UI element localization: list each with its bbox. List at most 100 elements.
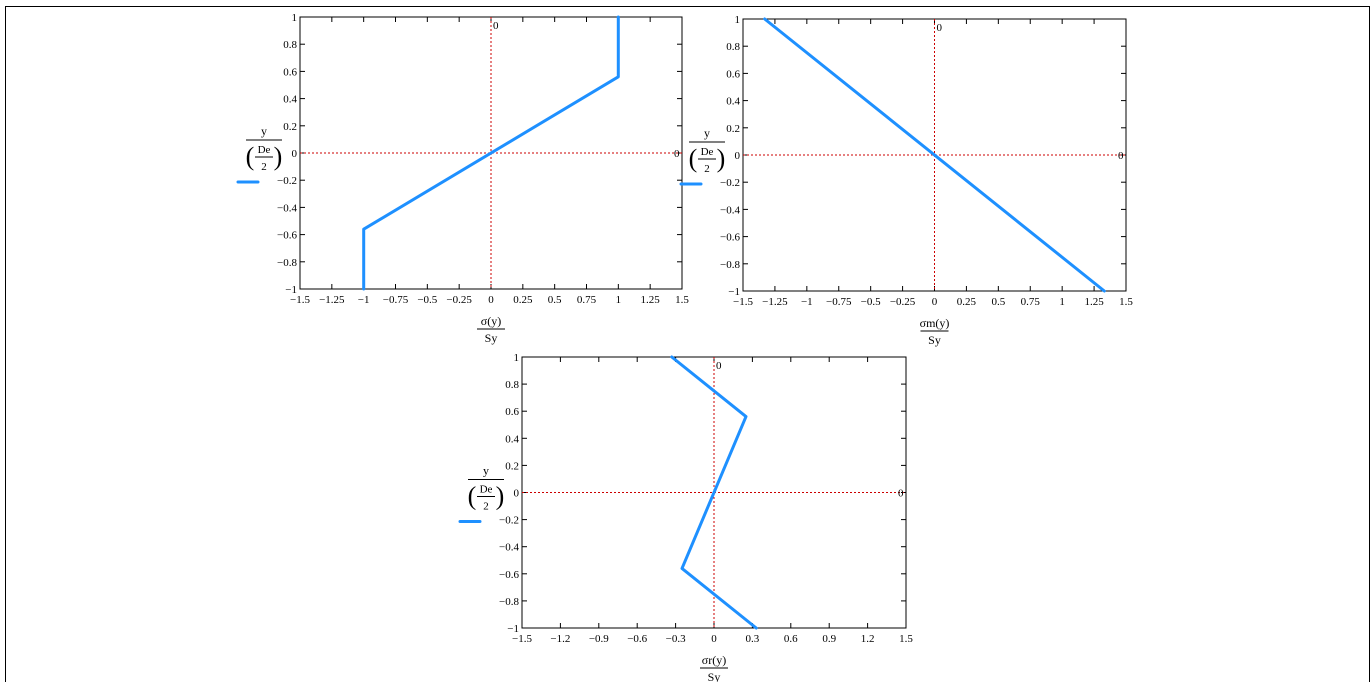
- y-tick-label: 0.8: [505, 379, 519, 391]
- x-tick-label: 0: [488, 294, 494, 306]
- y-axis-inner-denominator: 2: [483, 501, 489, 513]
- x-axis-label-numerator: σ(y): [481, 314, 501, 328]
- x-tick-label: −0.25: [446, 294, 472, 306]
- y-tick-label: 0: [735, 150, 741, 162]
- x-tick-label: 0.9: [822, 633, 836, 645]
- y-tick-label: 0.4: [283, 94, 297, 106]
- y-tick-label: −1: [728, 286, 740, 298]
- x-axis-label-denominator: Sy: [928, 333, 941, 347]
- zero-marker-right: 0: [674, 148, 680, 160]
- y-tick-label: −0.6: [277, 230, 297, 242]
- x-tick-label: −0.6: [627, 633, 647, 645]
- x-tick-label: −1.25: [762, 296, 788, 308]
- y-axis-inner-denominator: 2: [704, 163, 710, 175]
- y-tick-label: −0.4: [720, 204, 740, 216]
- y-tick-label: −0.8: [277, 257, 297, 269]
- y-tick-label: −1: [285, 284, 297, 296]
- x-tick-label: 0: [932, 296, 938, 308]
- x-tick-label: −1.5: [512, 633, 532, 645]
- y-tick-label: 1: [292, 12, 298, 24]
- y-tick-label: 0.8: [726, 41, 740, 53]
- zero-marker-right: 0: [1118, 150, 1124, 162]
- y-tick-label: 0.2: [726, 123, 740, 135]
- x-tick-label: −0.3: [666, 633, 686, 645]
- y-tick-label: 0.4: [505, 433, 519, 445]
- chart-svg: −1.5 −1.25 −1 −0.75 −0.5 −0.25 0 0.25 0.5 0.75 1 1.…: [679, 14, 1133, 347]
- x-tick-label: 0.25: [513, 294, 533, 306]
- x-tick-label: −1: [358, 294, 370, 306]
- zero-marker-top: 0: [493, 20, 499, 32]
- x-tick-label: 0.5: [991, 296, 1005, 308]
- x-tick-label: −1.5: [290, 294, 310, 306]
- y-tick-label: 0.4: [726, 96, 740, 108]
- x-tick-label: −1: [801, 296, 813, 308]
- worksheet-frame: [5, 6, 1370, 682]
- x-tick-label: 1: [616, 294, 622, 306]
- y-axis-paren-left: (: [689, 144, 698, 173]
- y-axis-inner-numerator: De: [480, 484, 493, 496]
- y-tick-label: 0.6: [283, 66, 297, 78]
- y-axis-paren-left: (: [246, 142, 255, 171]
- x-tick-label: 1.5: [1119, 296, 1133, 308]
- x-tick-label: −1.25: [319, 294, 345, 306]
- x-tick-label: −1.2: [550, 633, 570, 645]
- x-tick-label: 1.5: [675, 294, 689, 306]
- y-tick-label: −0.6: [499, 569, 519, 581]
- x-axis-label-numerator: σr(y): [702, 653, 726, 667]
- y-axis-paren-right: ): [717, 144, 726, 173]
- y-tick-label: −0.4: [499, 542, 519, 554]
- plot-sigma: −1.5 −1.25 −1 −0.75 −0.5 −0.25 0 0.25 0.5 0.75 1 1.…: [236, 12, 689, 347]
- x-axis-label-denominator: Sy: [708, 670, 721, 682]
- y-axis-label-numerator: y: [261, 124, 267, 138]
- y-axis-label-numerator: y: [483, 464, 489, 478]
- y-axis-inner-denominator: 2: [261, 161, 267, 173]
- x-tick-label: 0.5: [548, 294, 562, 306]
- x-tick-label: 0.75: [1021, 296, 1041, 308]
- y-axis-inner-numerator: De: [258, 144, 271, 156]
- x-axis-label-numerator: σm(y): [920, 316, 950, 330]
- x-tick-label: 1.25: [1084, 296, 1104, 308]
- y-axis-paren-right: ): [274, 142, 283, 171]
- x-tick-label: −0.25: [890, 296, 916, 308]
- y-tick-label: −1: [507, 623, 519, 635]
- x-tick-label: −0.75: [826, 296, 852, 308]
- zero-marker-right: 0: [898, 488, 904, 500]
- y-axis-paren-right: ): [496, 482, 505, 511]
- x-tick-label: −1.5: [733, 296, 753, 308]
- y-tick-label: 0.2: [283, 121, 297, 133]
- y-tick-label: 1: [514, 352, 520, 364]
- x-tick-label: 1.5: [899, 633, 913, 645]
- series-line: [763, 17, 1106, 293]
- plot-sigma-r: −1.5 −1.2 −0.9 −0.6 −0.3 0 0.3 0.6 0.9 1.2 1.5 1 0.8…: [458, 352, 920, 682]
- x-tick-label: −0.5: [417, 294, 437, 306]
- x-tick-label: 0: [711, 633, 717, 645]
- x-tick-label: 1.25: [641, 294, 661, 306]
- x-tick-label: −0.5: [861, 296, 881, 308]
- x-tick-label: 0.3: [746, 633, 760, 645]
- y-tick-label: 0.8: [283, 39, 297, 51]
- y-tick-label: −0.4: [277, 202, 297, 214]
- x-tick-label: 0.25: [957, 296, 977, 308]
- y-tick-label: 0: [292, 148, 298, 160]
- zero-marker-top: 0: [937, 22, 943, 34]
- x-tick-label: 0.6: [784, 633, 798, 645]
- x-tick-label: 0.75: [577, 294, 597, 306]
- y-axis-inner-numerator: De: [701, 146, 714, 158]
- y-tick-label: −0.6: [720, 232, 740, 244]
- x-tick-label: −0.75: [383, 294, 409, 306]
- y-tick-label: −0.8: [720, 259, 740, 271]
- y-axis-paren-left: (: [468, 482, 477, 511]
- chart-svg: −1.5 −1.2 −0.9 −0.6 −0.3 0 0.3 0.6 0.9 1.2 1.5 1 0.8…: [458, 352, 913, 682]
- plot-sigma-m: −1.5 −1.25 −1 −0.75 −0.5 −0.25 0 0.25 0.5 0.75 1 1.…: [679, 14, 1145, 349]
- x-tick-label: −0.9: [589, 633, 609, 645]
- y-tick-label: −0.2: [499, 515, 519, 527]
- y-tick-label: 0: [514, 488, 520, 500]
- y-tick-label: −0.2: [277, 175, 297, 187]
- zero-marker-top: 0: [716, 360, 722, 372]
- y-tick-label: 0.6: [726, 68, 740, 80]
- y-tick-label: −0.2: [720, 177, 740, 189]
- x-axis-label-denominator: Sy: [485, 331, 498, 345]
- y-tick-label: 0.2: [505, 460, 519, 472]
- series-line: [670, 355, 758, 630]
- chart-svg: −1.5 −1.25 −1 −0.75 −0.5 −0.25 0 0.25 0.5 0.75 1 1.…: [236, 12, 689, 345]
